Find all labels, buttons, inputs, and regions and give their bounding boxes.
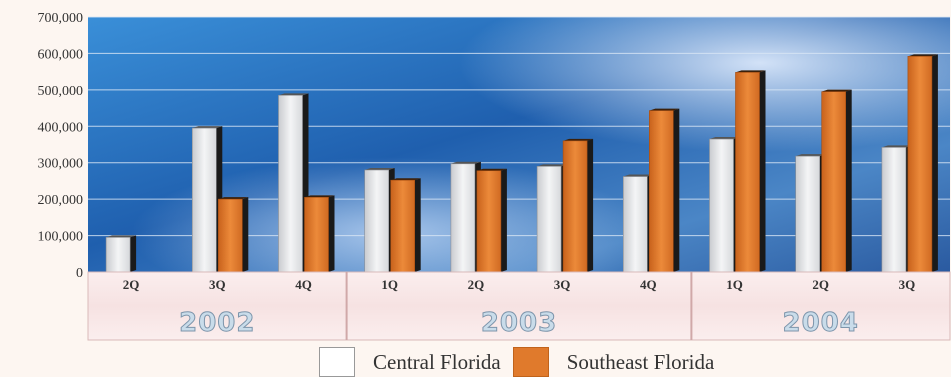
year-group-dividers <box>345 272 693 340</box>
x-tick-label: 1Q <box>381 277 398 292</box>
legend-label-southeast-florida: Southeast Florida <box>566 349 715 374</box>
bar-southeast-florida <box>907 54 938 273</box>
legend-item-southeast-florida: Southeast Florida <box>512 347 715 377</box>
y-tick-label: 500,000 <box>38 84 84 99</box>
x-tick-label: 3Q <box>209 277 226 292</box>
x-tick-label: 4Q <box>640 277 657 292</box>
category-band <box>87 271 951 341</box>
y-tick-label: 600,000 <box>38 47 84 62</box>
y-tick-label: 0 <box>76 266 83 281</box>
x-tick-label: 4Q <box>295 277 312 292</box>
bar-southeast-florida <box>562 138 594 273</box>
y-tick-label: 400,000 <box>38 120 84 135</box>
legend: Central Florida Southeast Florida <box>319 347 726 377</box>
category-labels: 2Q 3Q 4Q 1Q 2Q 3Q 4Q 1Q 2Q 3Q <box>123 277 915 292</box>
bar-central-florida <box>795 154 826 273</box>
x-tick-label: 3Q <box>899 277 916 292</box>
bar-southeast-florida <box>304 195 335 273</box>
bar-central-florida <box>450 161 481 273</box>
x-tick-label: 2Q <box>468 277 485 292</box>
bar-central-florida <box>622 174 654 273</box>
year-labels: 2002 2003 2004 <box>179 308 859 339</box>
legend-swatch-central-florida <box>319 347 355 377</box>
bar-southeast-florida <box>648 108 680 273</box>
x-tick-label: 3Q <box>554 277 571 292</box>
bar-central-florida <box>536 164 568 273</box>
bar-central-florida <box>278 93 309 273</box>
bar-central-florida <box>709 137 740 273</box>
legend-label-central-florida: Central Florida <box>373 349 501 374</box>
bar-southeast-florida <box>218 197 249 273</box>
bar-southeast-florida <box>735 70 766 273</box>
y-tick-label: 200,000 <box>38 193 84 208</box>
y-axis-ticks: 0 100,000 200,000 300,000 400,000 500,000 600,… <box>38 11 84 281</box>
bar-southeast-florida <box>821 89 852 273</box>
legend-swatch-southeast-florida <box>512 347 549 377</box>
bar-central-florida <box>881 145 912 273</box>
year-group-label: 2002 <box>179 308 255 338</box>
year-group-label: 2004 <box>783 308 859 338</box>
y-tick-label: 300,000 <box>38 157 84 172</box>
x-tick-label: 2Q <box>123 277 140 292</box>
legend-item-central-florida: Central Florida <box>319 347 501 377</box>
bar-southeast-florida <box>390 178 421 273</box>
y-tick-label: 100,000 <box>38 230 84 245</box>
x-tick-label: 2Q <box>812 277 829 292</box>
bar-central-florida <box>105 235 137 273</box>
bar-southeast-florida <box>476 168 507 273</box>
y-tick-label: 700,000 <box>38 11 84 26</box>
bar-central-florida <box>364 168 395 273</box>
bars <box>105 54 938 273</box>
x-tick-label: 1Q <box>726 277 743 292</box>
bar-central-florida <box>192 126 223 273</box>
plot-background <box>88 17 950 272</box>
year-group-label: 2003 <box>481 308 557 338</box>
